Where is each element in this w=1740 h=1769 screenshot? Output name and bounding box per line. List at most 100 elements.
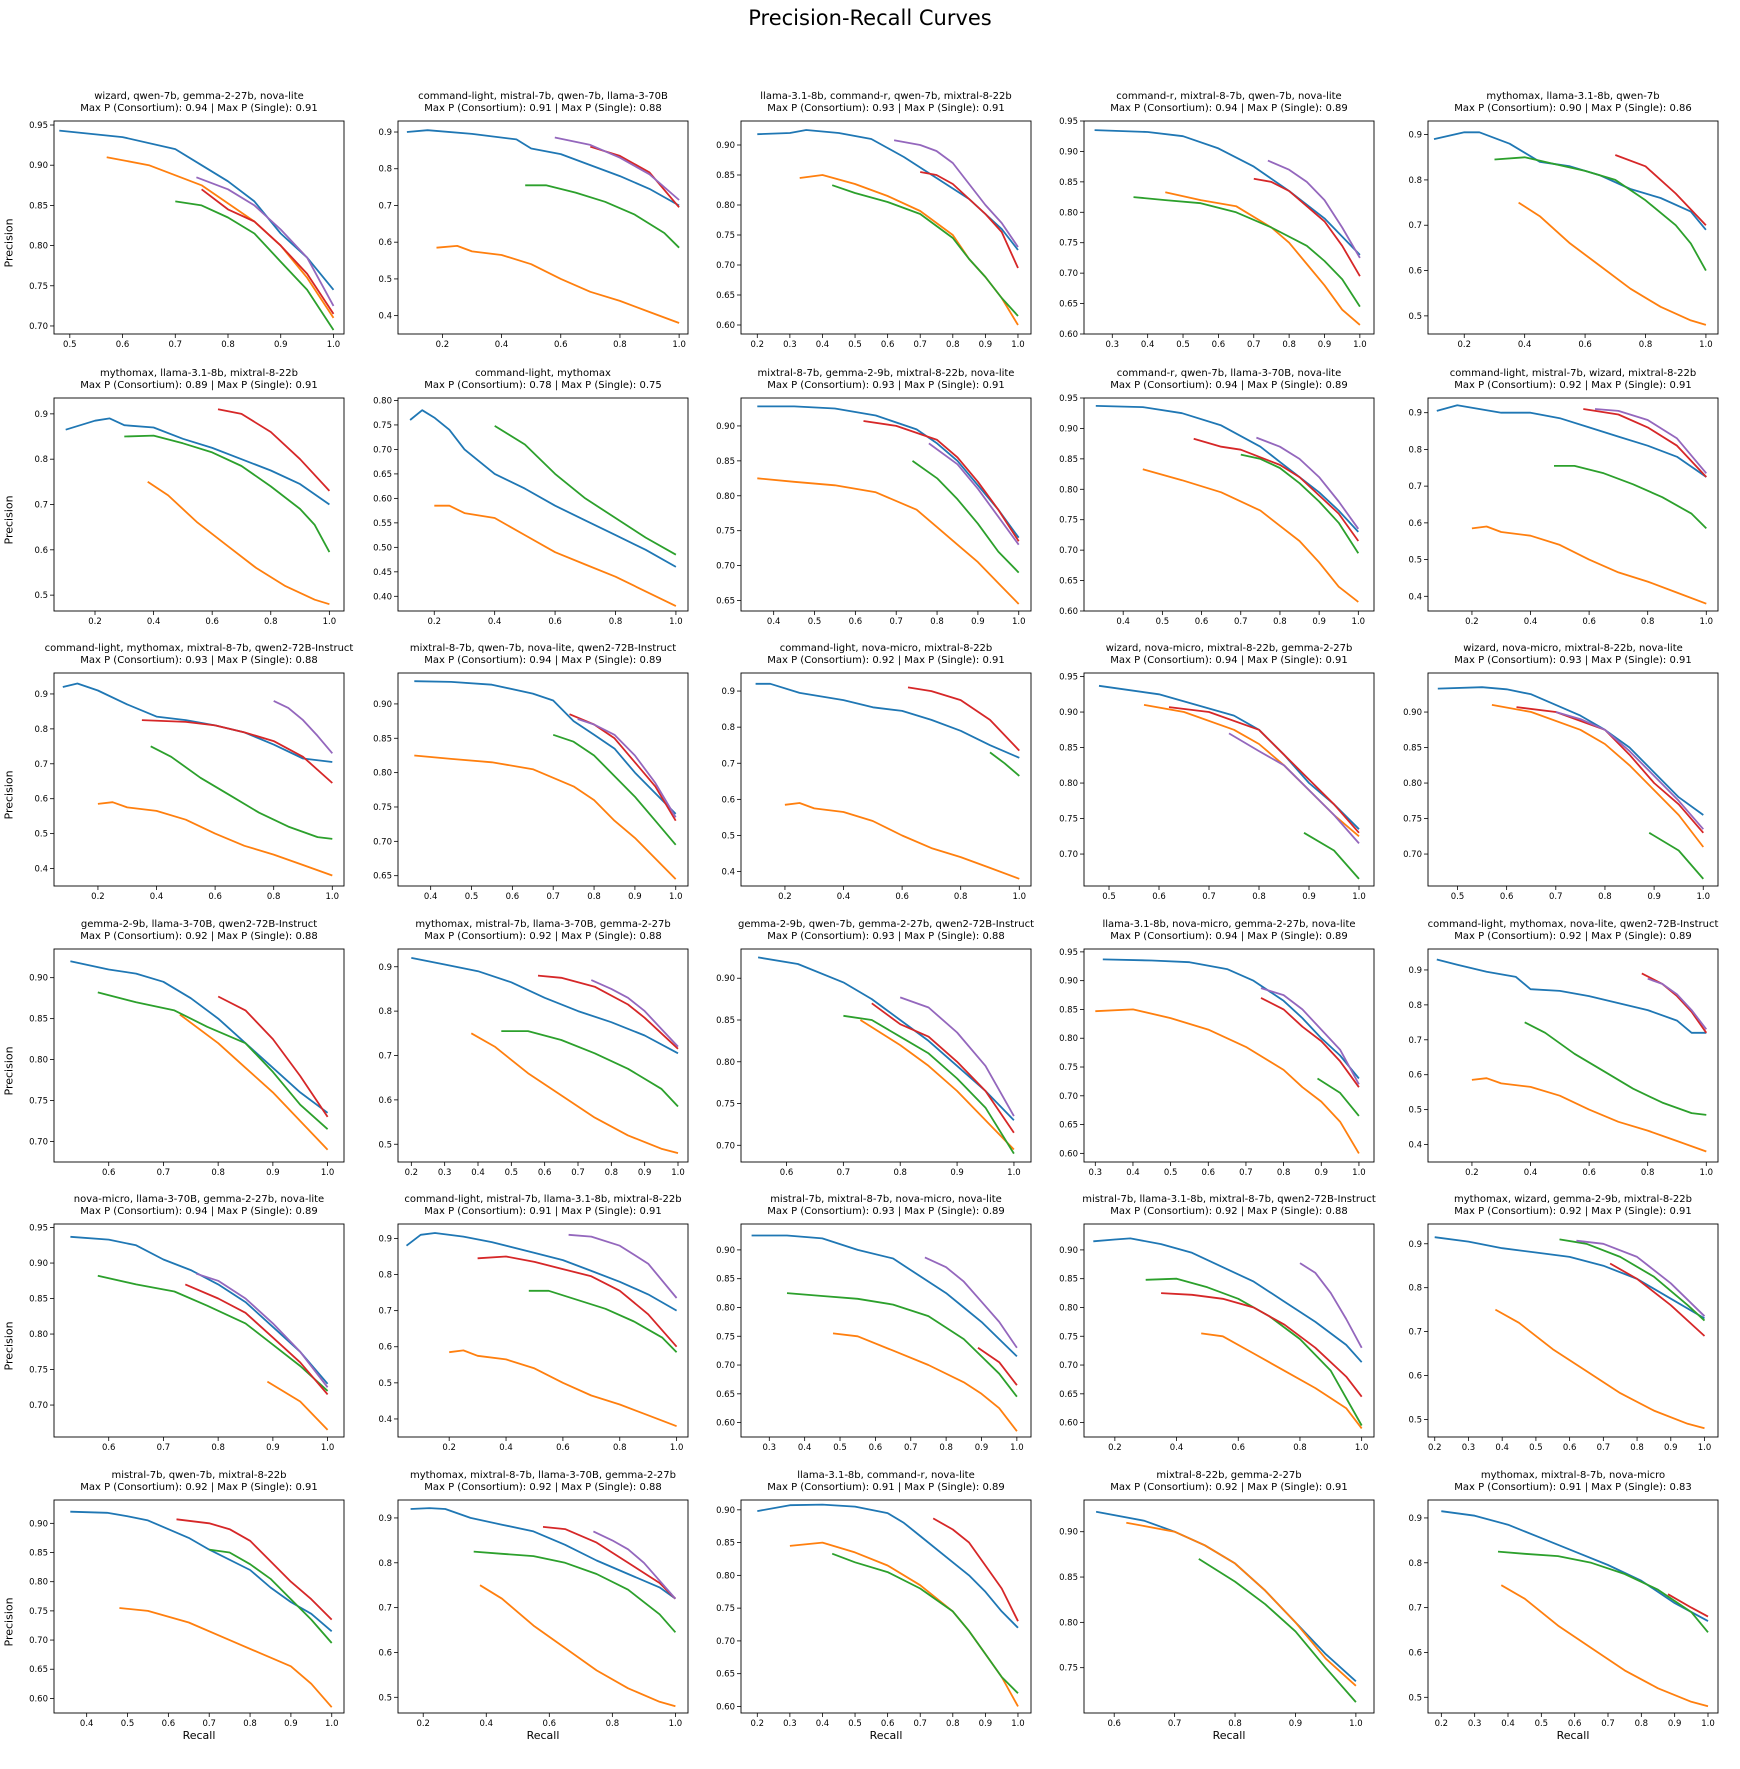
x-tick-label: 0.6: [205, 617, 219, 627]
x-axis-label: Recall: [182, 1729, 216, 1742]
series-line-green: [1554, 465, 1707, 530]
x-tick-label: 1.0: [670, 1443, 684, 1453]
series-line-purple: [1228, 732, 1360, 844]
y-tick-label: 0.70: [373, 837, 392, 847]
x-tick-label: 0.2: [1465, 617, 1479, 627]
x-tick-label: 0.4: [767, 617, 781, 627]
y-tick-label: 0.75: [716, 527, 735, 537]
y-tick-label: 0.90: [716, 1506, 735, 1516]
subplot-title: command-r, mixtral-8-7b, qwen-7b, nova-l…: [1116, 91, 1342, 102]
x-tick-label: 0.9: [1315, 1168, 1329, 1178]
series-line-red: [1260, 997, 1360, 1088]
x-tick-label: 0.8: [1277, 1168, 1291, 1178]
subplot-subtitle: Max P (Consortium): 0.94 | Max P (Single…: [424, 655, 662, 666]
y-tick-label: 0.9: [1408, 1240, 1422, 1250]
subplot-subtitle: Max P (Consortium): 0.92 | Max P (Single…: [1454, 931, 1692, 942]
series-line-blue: [70, 1235, 329, 1385]
x-tick-label: 0.6: [1563, 1443, 1577, 1453]
y-tick-label: 0.90: [1059, 424, 1078, 434]
x-tick-label: 0.7: [1549, 892, 1563, 902]
x-tick-label: 0.2: [1108, 1443, 1122, 1453]
y-tick-label: 0.50: [373, 543, 392, 553]
y-tick-label: 0.6: [1408, 1648, 1422, 1658]
y-tick-label: 0.75: [1059, 239, 1078, 249]
subplot-subtitle: Max P (Consortium): 0.92 | Max P (Single…: [1454, 380, 1692, 391]
x-tick-label: 0.4: [479, 1719, 493, 1729]
x-tick-label: 0.5: [1535, 1719, 1549, 1729]
x-tick-label: 0.6: [1152, 892, 1166, 902]
y-tick-label: 0.70: [29, 1138, 48, 1148]
x-tick-label: 0.4: [816, 340, 830, 350]
x-tick-label: 0.7: [571, 1168, 585, 1178]
y-tick-label: 0.4: [34, 865, 48, 875]
axes-frame: [53, 120, 345, 335]
subplot-title: mythomax, mixtral-8-7b, llama-3-70B, gem…: [409, 1470, 677, 1481]
series-line-green: [124, 434, 331, 553]
x-tick-label: 0.6: [554, 340, 568, 350]
series-line-red: [1253, 177, 1361, 277]
x-tick-label: 0.4: [80, 1719, 94, 1729]
series-line-orange: [97, 801, 333, 877]
y-tick-label: 0.5: [1408, 1693, 1422, 1703]
axes-frame: [1083, 1499, 1375, 1714]
axes-frame: [740, 1499, 1032, 1714]
plot-area: 0.2 0.4 0.6 0.8 1.0 0.4 0.5 0.6 0.7 0.8 0.9: [378, 120, 689, 350]
x-tick-label: 0.6: [162, 1719, 176, 1729]
x-tick-label: 0.4: [1518, 340, 1532, 350]
plot-area: 0.2 0.4 0.6 0.8 1.0 0.5 0.6 0.7 0.8 0.9: [34, 397, 345, 627]
series-line-red: [1193, 437, 1360, 542]
y-tick-label: 0.85: [29, 1295, 48, 1305]
x-tick-label: 1.0: [1699, 340, 1713, 350]
y-tick-label: 0.80: [373, 396, 392, 406]
x-tick-label: 0.9: [1312, 617, 1326, 627]
y-tick-label: 0.95: [1059, 394, 1078, 404]
x-tick-label: 0.3: [783, 340, 797, 350]
y-tick-label: 0.7: [721, 759, 735, 769]
series-line-orange: [1126, 1521, 1357, 1687]
y-tick-label: 0.65: [716, 597, 735, 607]
y-tick-label: 0.5: [378, 275, 392, 285]
y-tick-label: 0.60: [1059, 1149, 1078, 1159]
subplot-title: command-r, qwen-7b, llama-3-70B, nova-li…: [1116, 368, 1342, 379]
x-tick-label: 0.9: [1664, 1443, 1678, 1453]
series-line-purple: [893, 139, 1019, 248]
series-line-blue: [1436, 958, 1707, 1034]
plot-area: 0.5 0.6 0.7 0.8 0.9 1.0 0.70 0.75 0.80 0.85 0.90: [1403, 672, 1719, 902]
series-line-green: [1648, 832, 1704, 880]
x-tick-label: 1.0: [321, 1168, 335, 1178]
y-tick-label: 0.4: [721, 868, 735, 878]
series-line-red: [1583, 408, 1707, 478]
x-tick-label: 0.9: [274, 340, 288, 350]
series-line-blue: [411, 957, 679, 1055]
series-line-purple: [924, 1256, 1018, 1349]
y-tick-label: 0.80: [1059, 1303, 1078, 1313]
x-tick-label: 1.0: [327, 340, 341, 350]
x-tick-label: 0.6: [1212, 340, 1226, 350]
subplot-title: wizard, qwen-7b, gemma-2-27b, nova-lite: [94, 91, 304, 102]
x-tick-label: 0.6: [506, 892, 520, 902]
x-tick-label: 0.8: [954, 892, 968, 902]
x-tick-label: 0.8: [946, 1719, 960, 1729]
series-line-blue: [406, 129, 680, 207]
y-tick-label: 0.80: [29, 1330, 48, 1340]
y-tick-label: 0.70: [1059, 1092, 1078, 1102]
plot-area: 0.4 0.5 0.6 0.7 0.8 0.9 1.0 0.65 0.70 0.75 0.80 0.8…: [716, 397, 1032, 627]
series-line-green: [552, 733, 677, 846]
x-tick-label: 0.8: [1598, 892, 1612, 902]
x-tick-label: 0.9: [1318, 340, 1332, 350]
series-line-blue: [1094, 129, 1361, 256]
y-tick-label: 0.60: [29, 1694, 48, 1704]
x-tick-label: 0.5: [848, 1719, 862, 1729]
x-tick-label: 0.8: [939, 1443, 953, 1453]
axes-frame: [397, 397, 689, 612]
axes-frame: [740, 397, 1032, 612]
y-tick-label: 0.80: [1059, 208, 1078, 218]
series-line-blue: [1095, 405, 1359, 533]
series-line-green: [1145, 1277, 1363, 1426]
series-line-orange: [789, 1541, 1019, 1707]
x-tick-label: 0.2: [442, 1443, 456, 1453]
x-tick-label: 1.0: [1007, 1168, 1021, 1178]
subplot-title: command-light, mistral-7b, qwen-7b, llam…: [418, 91, 668, 102]
y-tick-label: 0.95: [1059, 117, 1078, 127]
y-tick-label: 0.75: [1059, 815, 1078, 825]
